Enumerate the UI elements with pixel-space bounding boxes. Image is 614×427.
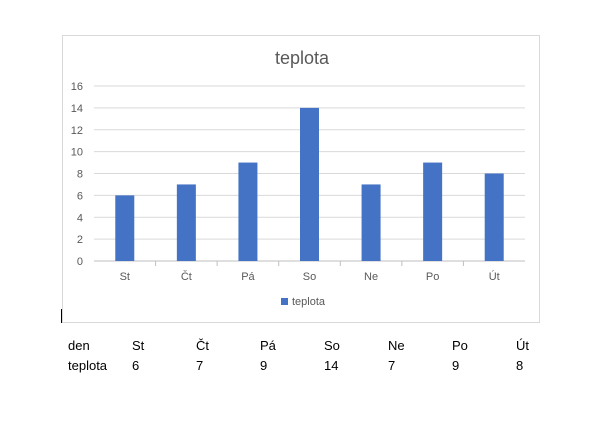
y-tick-label: 10 xyxy=(71,147,83,159)
y-tick-label: 16 xyxy=(71,81,83,93)
table-row-label: teplota xyxy=(68,358,108,373)
legend-swatch xyxy=(281,298,288,305)
table-day-ne: Ne xyxy=(388,338,405,353)
y-tick-label: 4 xyxy=(77,212,83,224)
bar xyxy=(300,107,319,261)
bars xyxy=(115,107,504,261)
bar xyxy=(115,195,135,261)
x-axis-labels: St Čt Pá So Ne Po Út xyxy=(120,261,500,283)
data-table: den St Čt Pá So Ne Po Út teplota 6 7 9 1… xyxy=(64,338,544,378)
y-tick-label: 0 xyxy=(77,256,83,268)
table-header-row: den St Čt Pá So Ne Po Út xyxy=(64,338,544,358)
y-tick-label: 2 xyxy=(77,234,83,246)
x-tick-label: Čt xyxy=(181,270,192,283)
bar xyxy=(423,162,443,261)
table-day-st: St xyxy=(132,338,145,353)
chart-title: teplota xyxy=(275,48,330,68)
x-tick-label: St xyxy=(120,271,130,283)
table-value-st: 6 xyxy=(132,358,140,373)
x-tick-label: Po xyxy=(426,271,439,283)
legend-label: teplota xyxy=(292,296,326,308)
table-day-ut: Út xyxy=(516,338,529,353)
text-cursor xyxy=(61,309,62,323)
table-value-po: 9 xyxy=(452,358,460,373)
table-value-so: 14 xyxy=(324,358,339,373)
table-value-pa: 9 xyxy=(260,358,268,373)
y-tick-label: 6 xyxy=(77,190,83,202)
table-day-pa: Pá xyxy=(260,338,276,353)
y-tick-label: 12 xyxy=(71,125,83,137)
x-tick-label: So xyxy=(303,271,316,283)
table-header-label: den xyxy=(68,338,90,353)
y-tick-label: 14 xyxy=(71,103,83,115)
table-day-so: So xyxy=(324,338,340,353)
bar xyxy=(361,184,381,261)
x-tick-label: Ne xyxy=(364,271,378,283)
table-value-ut: 8 xyxy=(516,358,524,373)
bar xyxy=(238,162,258,261)
x-tick-label: Út xyxy=(489,270,500,283)
x-tick-label: Pá xyxy=(241,271,255,283)
table-day-ct: Čt xyxy=(196,338,209,353)
legend: teplota xyxy=(281,296,326,308)
bar xyxy=(176,184,196,261)
table-value-row: teplota 6 7 9 14 7 9 8 xyxy=(64,358,544,378)
table-value-ne: 7 xyxy=(388,358,396,373)
y-tick-label: 8 xyxy=(77,169,83,181)
table-value-ct: 7 xyxy=(196,358,204,373)
table-day-po: Po xyxy=(452,338,468,353)
bar xyxy=(484,173,504,261)
y-axis-ticks: 0 2 4 6 8 10 12 14 16 xyxy=(71,81,83,268)
